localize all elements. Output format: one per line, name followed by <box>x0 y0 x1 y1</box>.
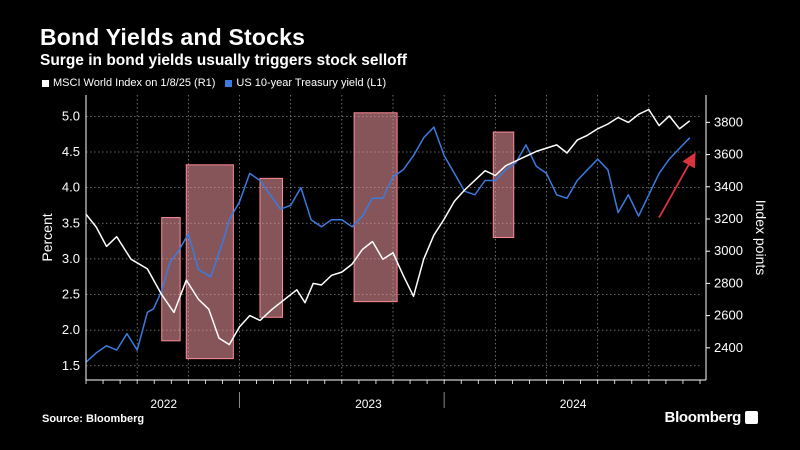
left-tick-label-0: 1.5 <box>62 358 80 373</box>
highlight-region-3 <box>353 112 398 303</box>
highlight-region-2 <box>259 177 283 318</box>
brand-logo: Bloomberg <box>665 409 758 426</box>
trend-arrow <box>658 152 696 218</box>
left-tick-label-6: 4.5 <box>62 144 80 159</box>
left-axis-title: Percent <box>39 213 55 261</box>
x-year-label-1: 2023 <box>355 397 382 411</box>
chart-subtitle: Surge in bond yields usually triggers st… <box>40 52 407 69</box>
brand-name: Bloomberg <box>664 409 742 426</box>
right-tick-label-4: 3200 <box>714 211 743 226</box>
brand-badge-icon <box>745 411 758 424</box>
right-tick-label-0: 2400 <box>714 340 743 355</box>
right-tick-label-2: 2800 <box>714 275 743 290</box>
series-line-msci-world <box>85 108 691 346</box>
legend-item-msci: MSCI World Index on 1/8/25 (R1) <box>42 77 215 89</box>
right-axis-title: Index points <box>753 200 769 276</box>
x-year-label-0: 2022 <box>150 397 177 411</box>
left-tick-label-2: 2.5 <box>62 287 80 302</box>
left-tick-label-1: 2.0 <box>62 322 80 337</box>
left-tick-label-7: 5.0 <box>62 108 80 123</box>
legend: MSCI World Index on 1/8/25 (R1) US 10-ye… <box>42 77 386 89</box>
legend-swatch-yield <box>225 79 233 87</box>
right-tick-label-5: 3400 <box>714 179 743 194</box>
left-tick-label-3: 3.0 <box>62 251 80 266</box>
highlight-region-1 <box>185 164 234 360</box>
series-line-treasury-yield <box>85 126 691 363</box>
legend-item-yield: US 10-year Treasury yield (L1) <box>225 77 386 89</box>
left-tick-label-4: 3.5 <box>62 215 80 230</box>
legend-swatch-msci <box>42 79 49 87</box>
legend-label-yield: US 10-year Treasury yield (L1) <box>236 77 387 89</box>
x-year-label-2: 2024 <box>560 397 587 411</box>
highlight-region-4 <box>492 131 515 238</box>
source-note: Source: Bloomberg <box>42 413 145 425</box>
right-tick-label-7: 3800 <box>714 114 743 129</box>
chart-title: Bond Yields and Stocks <box>40 24 306 50</box>
legend-label-msci: MSCI World Index on 1/8/25 (R1) <box>53 77 216 89</box>
right-tick-label-3: 3000 <box>714 243 743 258</box>
left-tick-label-5: 4.0 <box>62 180 80 195</box>
right-tick-label-6: 3600 <box>714 147 743 162</box>
right-tick-label-1: 2600 <box>714 308 743 323</box>
